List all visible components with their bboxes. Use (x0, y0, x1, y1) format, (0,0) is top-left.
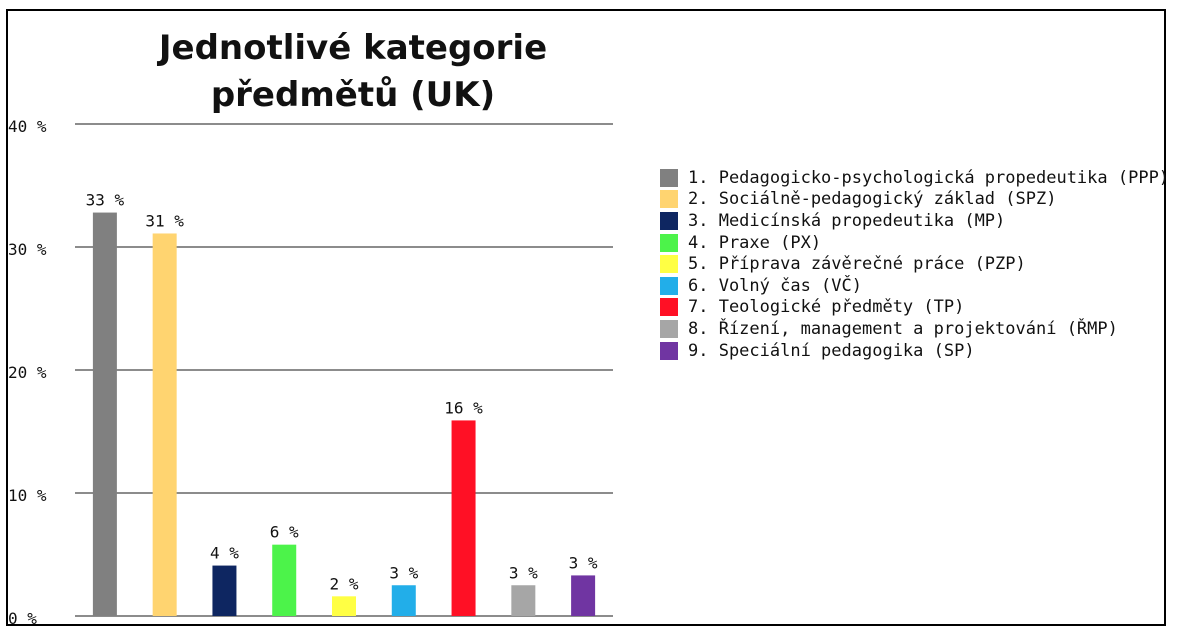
data-label: 2 % (330, 574, 359, 593)
data-label: 4 % (210, 544, 239, 563)
data-label: 31 % (145, 211, 184, 230)
legend-swatch (660, 319, 678, 338)
legend-item: 5. Příprava závěrečné práce (PZP) (660, 253, 1169, 275)
bar (92, 212, 117, 616)
legend-item: 4. Praxe (PX) (660, 232, 1169, 254)
bar (152, 233, 177, 616)
legend-item: 8. Řízení, management a projektování (ŘM… (660, 318, 1169, 340)
legend-swatch (660, 276, 678, 295)
legend-item: 2. Sociálně-pedagogický základ (SPZ) (660, 189, 1169, 211)
legend: 1. Pedagogicko-psychologická propedeutik… (660, 167, 1169, 361)
legend-item: 3. Medicínská propedeutika (MP) (660, 210, 1169, 232)
chart-title: Jednotlivé kategorie předmětů (UK) (158, 28, 548, 115)
legend-swatch (660, 298, 678, 317)
data-label: 3 % (509, 563, 538, 582)
legend-label: 5. Příprava závěrečné práce (PZP) (688, 254, 1026, 275)
legend-item: 6. Volný čas (VČ) (660, 275, 1169, 297)
legend-swatch (660, 233, 678, 252)
data-label: 6 % (270, 523, 299, 542)
legend-swatch (660, 341, 678, 360)
legend-item: 7. Teologické předměty (TP) (660, 297, 1169, 319)
bar (332, 596, 356, 616)
bar (511, 585, 536, 616)
y-tick-label: 40 % (8, 117, 47, 136)
legend-label: 1. Pedagogicko-psychologická propedeutik… (688, 167, 1170, 188)
chart-frame: Jednotlivé kategorie předmětů (UK) 0 % 10… (6, 9, 1169, 626)
y-tick-label: 10 % (8, 486, 47, 505)
legend-label: 9. Speciální pedagogika (SP) (688, 340, 975, 361)
data-label: 16 % (444, 398, 483, 417)
bar (272, 544, 297, 616)
legend-label: 2. Sociálně-pedagogický základ (SPZ) (688, 189, 1057, 210)
legend-item: 1. Pedagogicko-psychologická propedeutik… (660, 167, 1169, 189)
y-tick-label: 0 % (8, 609, 37, 624)
legend-label: 7. Teologické předměty (TP) (688, 297, 965, 318)
bar (212, 565, 237, 616)
y-tick-label: 20 % (8, 363, 47, 382)
data-label: 33 % (86, 191, 125, 210)
data-label: 3 % (389, 563, 418, 582)
bar (451, 420, 476, 616)
legend-label: 8. Řízení, management a projektování (ŘM… (688, 318, 1118, 339)
legend-swatch (660, 168, 678, 187)
legend-swatch (660, 255, 678, 274)
bar (571, 575, 596, 616)
bar (391, 585, 416, 616)
legend-label: 3. Medicínská propedeutika (MP) (688, 210, 1006, 231)
legend-swatch (660, 211, 678, 230)
legend-swatch (660, 190, 678, 209)
data-label: 3 % (569, 553, 598, 572)
legend-item: 9. Speciální pedagogika (SP) (660, 340, 1169, 362)
plot-area: 0 % 10 % 20 % 30 % 40 % 33 % 31 % 4 % 6 % 2 % 3 % 1… (8, 117, 613, 624)
y-tick-label: 30 % (8, 240, 47, 259)
legend-label: 6. Volný čas (VČ) (688, 275, 862, 296)
legend-label: 4. Praxe (PX) (688, 232, 822, 253)
